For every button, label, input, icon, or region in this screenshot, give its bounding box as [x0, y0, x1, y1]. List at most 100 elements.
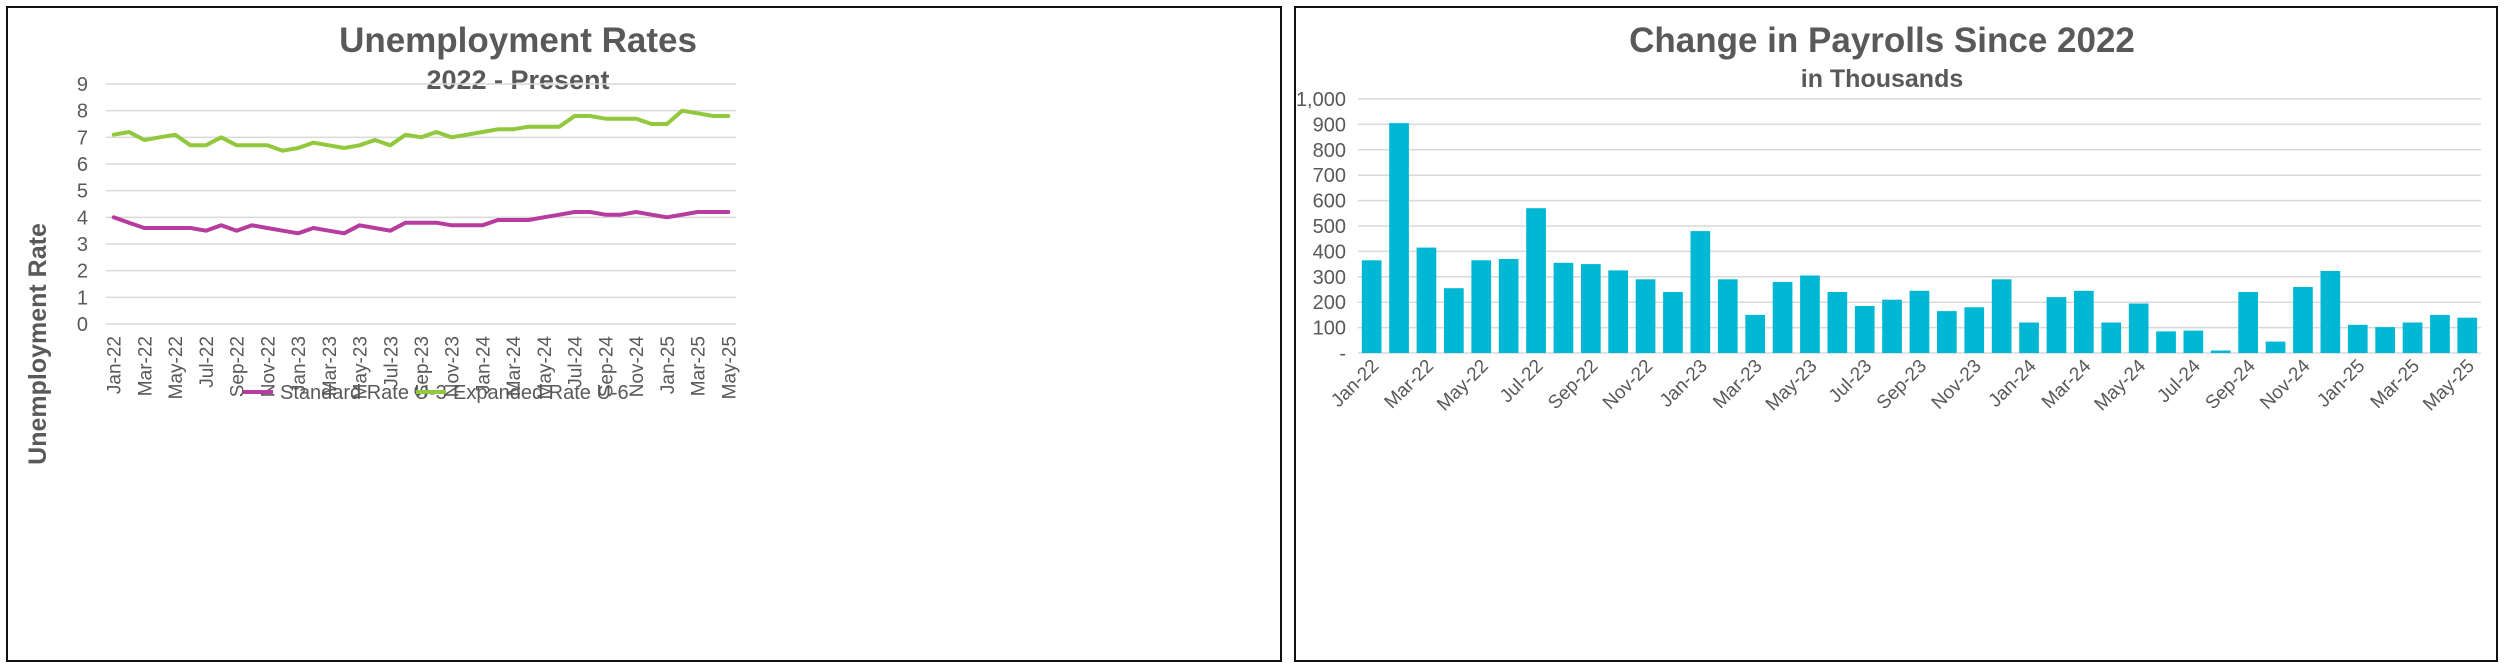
y-tick-label: 5	[77, 181, 88, 203]
x-tick-label: Sep-23	[412, 336, 433, 397]
bar	[1991, 279, 2012, 353]
x-tick-label: Mar-25	[689, 336, 710, 396]
x-tick-label: May-22	[166, 336, 187, 399]
x-tick-label: Mar-22	[135, 336, 156, 396]
bar	[2156, 331, 2176, 353]
unemployment-line-chart: Unemployment Rates 2022 - Present Unempl…	[24, 21, 741, 465]
bar	[1361, 260, 1382, 353]
x-tick-label: Nov-24	[2256, 355, 2314, 413]
bar	[2128, 303, 2149, 353]
x-tick-label: Mar-24	[504, 336, 525, 397]
x-tick-label: Nov-24	[627, 336, 648, 398]
x-tick-label: Jan-25	[658, 336, 679, 394]
y-axis-ticks: - 100 200 300 400 500 600 700 800 900 1,000	[1296, 89, 1346, 365]
bar	[2402, 322, 2423, 353]
bar	[1498, 259, 1519, 353]
unemployment-chart-panel: Unemployment Rates 2022 - Present Unempl…	[6, 6, 1282, 662]
gridlines	[106, 83, 736, 325]
x-tick-label: Sep-22	[228, 336, 249, 397]
chart-subtitle: 2022 - Present	[426, 65, 609, 95]
payrolls-chart-panel: Change in Payrolls Since 2022 in Thousan…	[1294, 6, 2498, 662]
bar	[2046, 297, 2067, 353]
x-tick-label: Mar-22	[1381, 356, 1438, 413]
bar	[1772, 281, 1793, 353]
x-tick-label: Nov-22	[1599, 356, 1657, 414]
bar	[2019, 322, 2039, 353]
chart-title: Change in Payrolls Since 2022	[1629, 21, 2135, 60]
bar	[1389, 123, 1409, 353]
y-tick-label: 3	[77, 234, 88, 256]
y-tick-label: 6	[77, 154, 88, 176]
bar	[1717, 279, 1738, 353]
x-tick-label: Jan-25	[2313, 356, 2369, 412]
bar	[1854, 306, 1875, 353]
bar	[2457, 317, 2478, 353]
bar	[2430, 314, 2450, 353]
bar	[1745, 314, 1765, 353]
x-tick-label: Jan-22	[1327, 356, 1383, 412]
bar	[2293, 287, 2313, 353]
legend: Standard Rate U-3 Expanded Rate U-6	[243, 382, 629, 404]
bar	[1690, 231, 1711, 353]
x-tick-label: May-23	[351, 336, 372, 399]
x-tick-label: Jan-24	[1985, 355, 2041, 411]
y-tick-label: 500	[1313, 216, 1346, 238]
bar	[2347, 324, 2368, 353]
x-tick-label: May-23	[1762, 356, 1822, 416]
y-tick-label: 900	[1313, 114, 1346, 136]
bar	[1581, 264, 1601, 353]
bar	[1964, 307, 1985, 353]
bar	[1800, 275, 1820, 353]
x-tick-label: Nov-23	[1928, 356, 1986, 414]
bars	[1361, 123, 2478, 353]
bar	[1416, 247, 1437, 353]
series-line-u3	[111, 210, 731, 236]
bar	[2210, 350, 2231, 353]
chart-subtitle: in Thousands	[1801, 65, 1964, 93]
bar	[1608, 270, 1628, 353]
y-tick-label: -	[1339, 343, 1346, 365]
bar	[1553, 262, 1574, 353]
bar	[2265, 341, 2286, 353]
bar	[1526, 208, 1546, 353]
bar	[2238, 292, 2258, 353]
y-tick-label: 600	[1313, 191, 1346, 213]
x-tick-label: Jul-24	[566, 336, 587, 388]
bar	[2183, 330, 2204, 353]
x-tick-label: May-22	[1433, 356, 1493, 416]
y-tick-label: 2	[77, 261, 88, 283]
bar	[1663, 292, 1683, 353]
bar	[2375, 327, 2395, 353]
x-tick-label: Jul-24	[2153, 355, 2205, 407]
y-tick-label: 9	[77, 74, 88, 96]
bar	[2320, 271, 2341, 353]
y-tick-label: 8	[77, 101, 88, 123]
x-tick-label: Nov-22	[258, 336, 279, 397]
chart-title: Unemployment Rates	[339, 21, 697, 60]
x-tick-label: Sep-24	[2202, 355, 2260, 413]
x-tick-label: Sep-23	[1873, 356, 1931, 414]
x-tick-label: Mar-24	[2038, 355, 2096, 413]
x-tick-label: May-24	[2091, 355, 2151, 415]
bar	[1635, 279, 1656, 353]
x-tick-label: Jan-23	[289, 336, 310, 394]
y-tick-label: 0	[77, 314, 88, 336]
y-tick-label: 4	[77, 207, 88, 229]
y-tick-label: 7	[77, 127, 88, 149]
legend-label: Standard Rate U-3	[280, 382, 447, 404]
y-tick-label: 700	[1313, 165, 1346, 187]
x-tick-label: Jan-23	[1656, 356, 1712, 412]
y-axis-ticks: 0 1 2 3 4 5 6 7 8 9	[77, 74, 88, 336]
bar	[1909, 290, 1930, 353]
series-lines	[111, 108, 731, 236]
x-tick-label: Sep-24	[596, 336, 617, 398]
y-tick-label: 200	[1313, 292, 1346, 314]
series-line-u6	[111, 108, 731, 153]
y-tick-label: 300	[1313, 267, 1346, 289]
x-tick-label: Mar-25	[2367, 356, 2424, 413]
payrolls-bar-chart: Change in Payrolls Since 2022 in Thousan…	[1296, 21, 2481, 415]
x-tick-label: Nov-23	[443, 336, 464, 397]
bar	[1444, 288, 1464, 353]
